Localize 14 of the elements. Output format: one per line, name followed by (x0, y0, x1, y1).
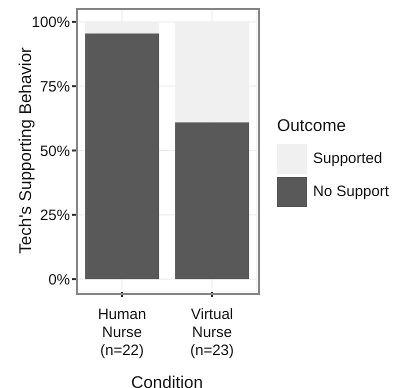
y-tick-label: 100% (32, 14, 70, 32)
x-tick-label: Human Nurse (n=22) (98, 306, 146, 359)
y-tick-label: 50% (40, 142, 70, 160)
legend-label: Supported (313, 150, 382, 167)
legend-title: Outcome (277, 116, 347, 136)
x-axis-title: Condition (131, 373, 203, 388)
y-tick-label: 75% (40, 78, 70, 96)
bar (85, 33, 160, 280)
x-tick-label: Virtual Nurse (n=23) (190, 306, 234, 359)
legend-label: No Support (313, 183, 389, 200)
y-tick-label: 0% (48, 271, 70, 288)
bar (175, 122, 250, 280)
y-tick-label: 25% (40, 207, 70, 224)
y-axis-title: Tech's Supporting Behavior (16, 46, 36, 254)
